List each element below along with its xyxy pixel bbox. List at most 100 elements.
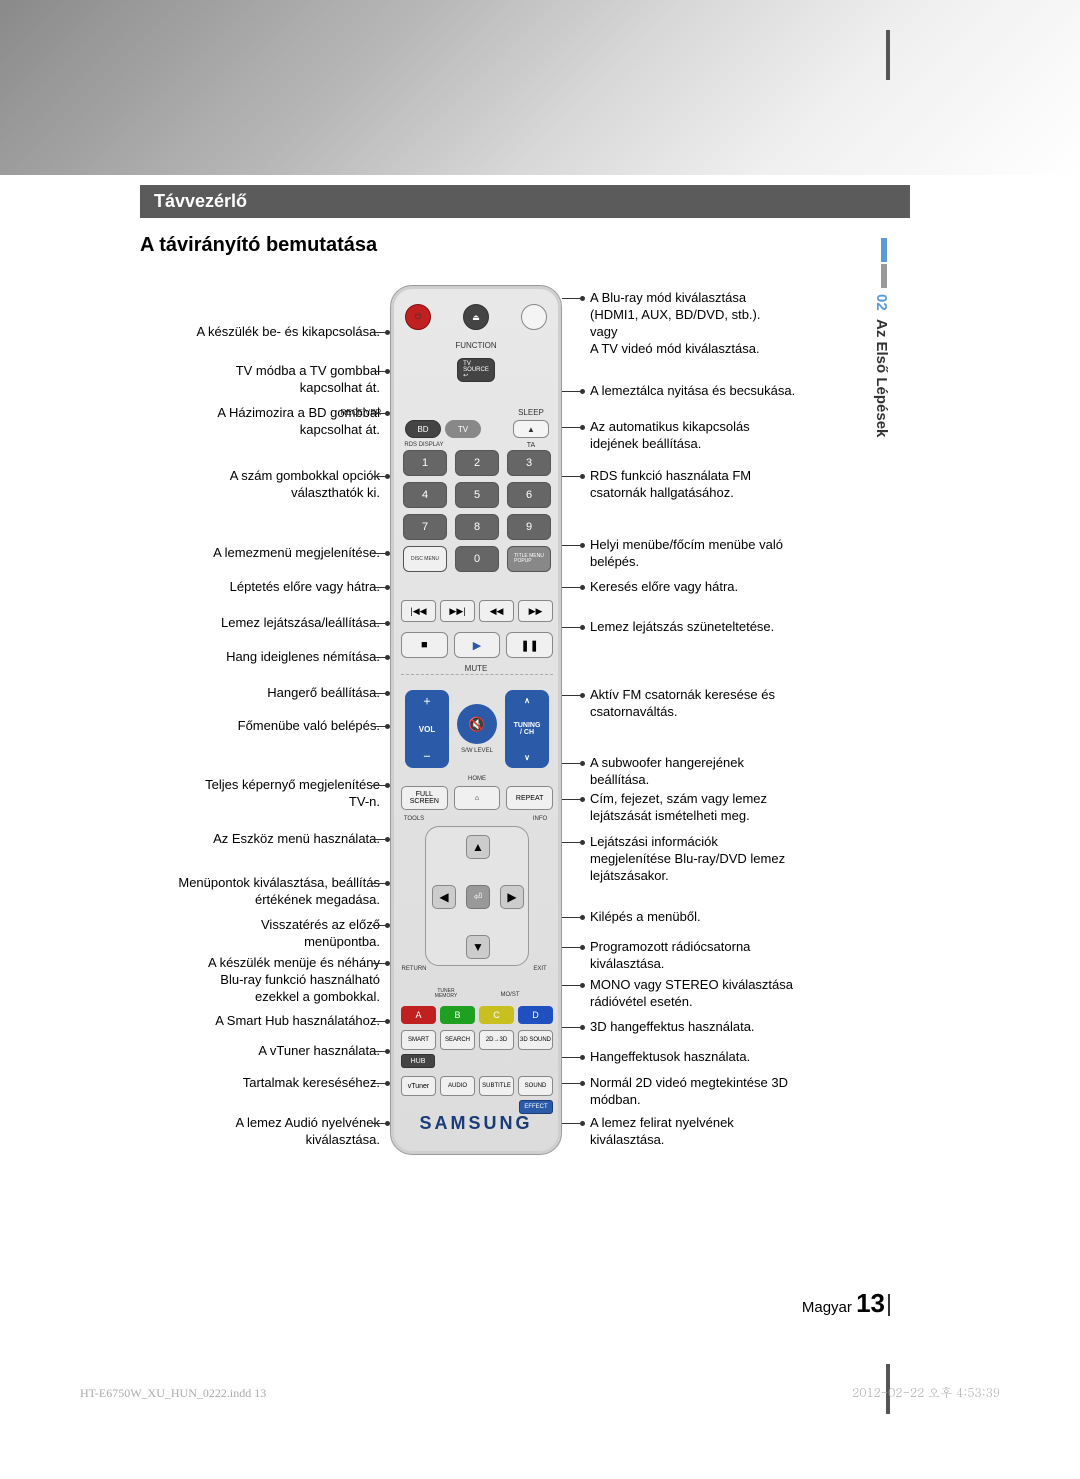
tuner-memory-label: TUNERMEMORY — [421, 989, 471, 999]
right-callout-17: A lemez felirat nyelvénekkiválasztása. — [590, 1115, 850, 1149]
right-callout-12: Programozott rádiócsatornakiválasztása. — [590, 939, 850, 973]
left-callout-11: Az Eszköz menü használata. — [130, 831, 380, 848]
section-title-bar: Távvezérlő — [140, 185, 910, 218]
left-callout-15: A Smart Hub használatához. — [130, 1013, 380, 1030]
footer-lang: Magyar — [802, 1299, 852, 1316]
left-callout-13: Visszatérés az előzőmenüpontba. — [130, 917, 380, 951]
rds-label: RDS DISPLAY — [389, 442, 459, 448]
vtuner-button[interactable]: vTuner — [401, 1076, 436, 1096]
right-callout-15: Hangeffektusok használata. — [590, 1049, 850, 1066]
mute-label: MUTE — [391, 664, 561, 673]
sleep-label: SLEEP — [501, 408, 561, 417]
skip-seek-row: |◀◀ ▶▶| ◀◀ ▶▶ — [401, 600, 553, 622]
stop-button[interactable]: ■ — [401, 632, 448, 658]
number-pad: 1 2 3 4 5 6 7 8 9 DISC MENU 0 TITLE MENU… — [403, 450, 551, 572]
brand-logo: SAMSUNG — [391, 1113, 561, 1134]
disc-menu-button[interactable]: DISC MENU — [403, 546, 447, 572]
2d-3d-button[interactable]: 2D→3D — [479, 1030, 514, 1050]
color-b-button[interactable]: B — [440, 1006, 475, 1024]
print-meta-timestamp: 2012-02-22 오후 4:53:39 — [852, 1384, 1000, 1401]
bd-button[interactable]: BD — [405, 420, 441, 438]
tv-button[interactable]: TV — [445, 420, 481, 438]
dpad-left[interactable]: ◀ — [432, 885, 456, 909]
dpad-right[interactable]: ▶ — [500, 885, 524, 909]
left-callout-17: Tartalmak kereséséhez. — [130, 1075, 380, 1092]
divider — [401, 674, 553, 678]
print-meta-filename: HT-E6750W_XU_HUN_0222.indd 13 — [80, 1386, 266, 1401]
left-callout-4: A lemezmenü megjelenítése. — [130, 545, 380, 562]
dpad: ▲ ◀ ⏎ ▶ ▼ — [425, 826, 529, 966]
remote-diagram-area: ⏻ FUNCTION ⏏ TVSOURCE↩ RECEIVER SLEEP BD… — [0, 265, 1080, 1185]
home-row: FULL SCREEN ⌂ REPEAT — [401, 786, 553, 810]
right-callout-5: Keresés előre vagy hátra. — [590, 579, 850, 596]
audio-button[interactable]: AUDIO — [440, 1076, 475, 1096]
color-d-button[interactable]: D — [518, 1006, 553, 1024]
tools-label: TOOLS — [395, 816, 433, 822]
skip-fwd-button[interactable]: ▶▶| — [440, 600, 475, 622]
color-buttons-row: A B C D — [401, 1006, 553, 1024]
left-callout-1: TV módba a TV gombbalkapcsolhat át. — [130, 363, 380, 397]
search-button[interactable]: SEARCH — [440, 1030, 475, 1050]
num-8[interactable]: 8 — [455, 514, 499, 540]
most-label: MO/ST — [485, 992, 535, 998]
num-9[interactable]: 9 — [507, 514, 551, 540]
num-2[interactable]: 2 — [455, 450, 499, 476]
fullscreen-button[interactable]: FULL SCREEN — [401, 786, 448, 810]
color-c-button[interactable]: C — [479, 1006, 514, 1024]
play-button[interactable]: ▶ — [454, 632, 501, 658]
function-button[interactable] — [521, 304, 547, 330]
function-label: FUNCTION — [391, 341, 561, 350]
exit-label: EXIT — [521, 966, 559, 972]
side-tab-accent — [881, 238, 887, 262]
play-row: ■ ▶ ❚❚ — [401, 632, 553, 658]
sound-button[interactable]: SOUND — [518, 1076, 553, 1096]
sleep-button[interactable]: ▲ — [513, 420, 549, 438]
num-7[interactable]: 7 — [403, 514, 447, 540]
repeat-button[interactable]: REPEAT — [506, 786, 553, 810]
right-callout-7: Aktív FM csatornák keresése éscsatornavá… — [590, 687, 850, 721]
smart-row: SMART SEARCH 2D→3D 3D SOUND — [401, 1030, 553, 1050]
fastfwd-button[interactable]: ▶▶ — [518, 600, 553, 622]
left-callout-12: Menüpontok kiválasztása, beállításértéké… — [130, 875, 380, 909]
right-callout-3: RDS funkció használata FMcsatornák hallg… — [590, 468, 850, 502]
remote-body: ⏻ FUNCTION ⏏ TVSOURCE↩ RECEIVER SLEEP BD… — [390, 285, 562, 1155]
channel-rocker[interactable]: ∧TUNING/ CH∨ — [505, 690, 549, 768]
num-0[interactable]: 0 — [455, 546, 499, 572]
footer-page-number: 13 — [856, 1288, 885, 1318]
num-3[interactable]: 3 — [507, 450, 551, 476]
num-4[interactable]: 4 — [403, 482, 447, 508]
eject-button[interactable]: ⏏ — [463, 304, 489, 330]
dpad-down[interactable]: ▼ — [466, 935, 490, 959]
pause-button[interactable]: ❚❚ — [506, 632, 553, 658]
right-callout-4: Helyi menübe/főcím menübe valóbelépés. — [590, 537, 850, 571]
home-button[interactable]: ⌂ — [454, 786, 501, 810]
3d-sound-button[interactable]: 3D SOUND — [518, 1030, 553, 1050]
num-1[interactable]: 1 — [403, 450, 447, 476]
skip-back-button[interactable]: |◀◀ — [401, 600, 436, 622]
left-callout-3: A szám gombokkal opciókválaszthatók ki. — [130, 468, 380, 502]
color-a-button[interactable]: A — [401, 1006, 436, 1024]
right-callout-11: Kilépés a menüből. — [590, 909, 850, 926]
ta-label: TA — [511, 442, 551, 449]
volume-rocker[interactable]: ＋VOL－ — [405, 690, 449, 768]
right-callout-0: A Blu-ray mód kiválasztása(HDMI1, AUX, B… — [590, 290, 850, 358]
mute-button[interactable]: 🔇 — [457, 704, 497, 744]
rewind-button[interactable]: ◀◀ — [479, 600, 514, 622]
title-menu-button[interactable]: TITLE MENUPOPUP — [507, 546, 551, 572]
left-callout-9: Főmenübe való belépés. — [130, 718, 380, 735]
num-6[interactable]: 6 — [507, 482, 551, 508]
left-callout-6: Lemez lejátszása/leállítása. — [130, 615, 380, 632]
subtitle-button[interactable]: SUBTITLE — [479, 1076, 514, 1096]
smart-button[interactable]: SMART — [401, 1030, 436, 1050]
right-callout-9: Cím, fejezet, szám vagy lemezlejátszását… — [590, 791, 850, 825]
dpad-up[interactable]: ▲ — [466, 835, 490, 859]
vol-label: VOL — [419, 725, 435, 734]
section-subtitle: A távirányító bemutatása — [140, 234, 1080, 257]
power-button[interactable]: ⏻ — [405, 304, 431, 330]
left-callout-5: Léptetés előre vagy hátra. — [130, 579, 380, 596]
num-5[interactable]: 5 — [455, 482, 499, 508]
dpad-enter[interactable]: ⏎ — [466, 885, 490, 909]
hub-button[interactable]: HUB — [401, 1054, 435, 1068]
effect-button[interactable]: EFFECT — [519, 1100, 553, 1114]
tv-source-button[interactable]: TVSOURCE↩ — [457, 358, 495, 382]
